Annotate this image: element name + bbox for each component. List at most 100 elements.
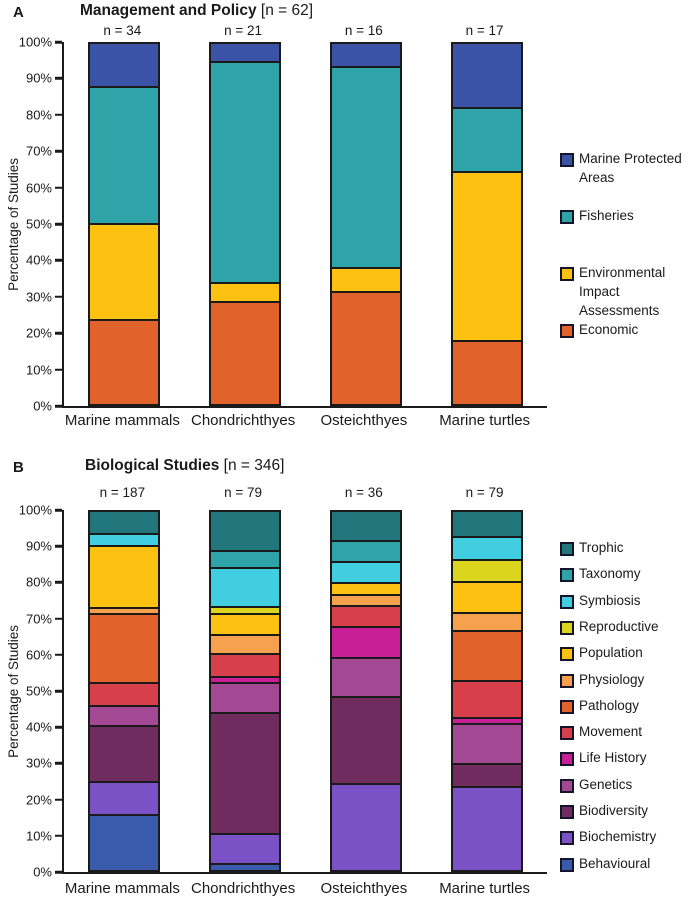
y-tick-mark — [54, 77, 62, 80]
bar-segment-life-history — [452, 716, 521, 723]
bar-n-label: n = 36 — [344, 485, 383, 500]
bar-segment-behavioural — [90, 813, 159, 871]
legend-swatch — [560, 267, 574, 281]
legend-label: Economic — [579, 322, 639, 337]
bar-segment-movement — [90, 681, 159, 705]
bar-segment-behavioural — [211, 862, 280, 870]
bar-segment-symbiosis — [331, 561, 400, 583]
legend-item-biochemistry: Biochemistry — [560, 828, 656, 847]
legend-swatch — [560, 647, 574, 662]
y-tick-label: 80% — [25, 574, 52, 590]
bar-segment-environmental-impact-assessments — [452, 170, 521, 340]
bar-segment-pathology — [90, 612, 159, 682]
legend-swatch — [560, 210, 574, 224]
legend: Trophic Taxonomy Symbiosis Reproductive Popu… — [560, 539, 700, 889]
y-tick-mark — [54, 295, 62, 299]
y-tick-mark — [54, 653, 62, 657]
bar-segment-life-history — [211, 676, 280, 683]
legend-swatch — [560, 805, 574, 819]
bar-segment-biodiversity — [452, 763, 521, 786]
legend-label: Movement — [579, 724, 643, 740]
stacked-bar-chondrichthyes — [209, 510, 282, 872]
bar-segment-economic — [90, 318, 159, 404]
bar-segment-environmental-impact-assessments — [211, 281, 280, 301]
bar-segment-economic — [452, 339, 521, 404]
legend-item-reproductive: Reproductive — [560, 618, 659, 637]
bar-segment-economic — [331, 291, 400, 404]
legend-label: Fisheries — [579, 208, 634, 223]
bar-segment-population — [90, 544, 159, 607]
bar-segment-biodiversity — [211, 712, 280, 833]
y-tick-mark — [54, 368, 62, 371]
y-tick-mark — [54, 617, 62, 620]
legend-swatch — [560, 726, 574, 741]
bar-segment-marine-protected-areas — [452, 44, 521, 107]
bar-segment-genetics — [452, 722, 521, 764]
bar-segment-biodiversity — [90, 724, 159, 781]
y-tick-mark — [54, 404, 62, 408]
legend-item-pathology: Pathology — [560, 697, 639, 716]
legend-swatch — [560, 620, 574, 635]
bar-segment-symbiosis — [90, 533, 159, 545]
bar-n-label: n = 79 — [465, 485, 504, 500]
stacked-bar-marine-turtles — [450, 510, 523, 872]
stacked-bar-chondrichthyes — [209, 42, 282, 406]
bar-segment-physiology — [452, 612, 521, 630]
y-tick-label: 90% — [25, 538, 52, 554]
y-tick-label: 0% — [33, 864, 52, 880]
legend-swatch — [560, 752, 574, 767]
bar-segment-biochemistry — [211, 832, 280, 863]
bar-segment-reproductive — [452, 558, 521, 581]
legend-label: Population — [579, 645, 643, 661]
bar-segment-biochemistry — [90, 780, 159, 814]
y-tick-label: 40% — [25, 252, 52, 268]
panel-title-text: Biological Studies — [85, 457, 220, 474]
bar-slot — [64, 510, 185, 872]
bar-segment-population — [452, 580, 521, 613]
bars-container — [64, 42, 547, 406]
x-axis-category-labels: Marine mammals Chondrichthyes Osteichthyes… — [62, 412, 545, 429]
bar-segment-pathology — [452, 629, 521, 681]
bar-segment-population — [331, 582, 400, 594]
x-category-label: Marine turtles — [439, 412, 531, 429]
legend-item-trophic: Trophic — [560, 539, 624, 558]
y-tick-label: 50% — [25, 216, 52, 232]
bar-segment-biochemistry — [452, 785, 521, 870]
bar-segment-life-history — [331, 626, 400, 657]
y-tick-mark — [54, 870, 62, 874]
y-tick-label: 90% — [25, 70, 52, 86]
y-tick-label: 20% — [25, 792, 52, 808]
y-tick-label: 40% — [25, 719, 52, 735]
y-tick-mark — [54, 149, 62, 153]
y-tick-label: 60% — [25, 180, 52, 196]
legend-item-physiology: Physiology — [560, 671, 644, 690]
bar-slot — [64, 42, 185, 406]
legend-item-biodiversity: Biodiversity — [560, 802, 648, 821]
stacked-bar-marine-mammals — [88, 42, 161, 406]
bar-n-labels-row: n = 187 n = 79 n = 36 n = 79 — [62, 485, 545, 500]
y-tick-label: 100% — [18, 34, 52, 50]
x-category-label: Osteichthyes — [320, 880, 408, 897]
bar-segment-trophic — [211, 512, 280, 551]
bar-segment-population — [211, 612, 280, 634]
bar-segment-movement — [452, 680, 521, 717]
legend-label: Trophic — [579, 540, 624, 555]
x-category-label: Osteichthyes — [320, 412, 408, 429]
y-tick-label: 30% — [25, 289, 52, 305]
legend-label: Marine Protected Areas — [579, 151, 682, 185]
legend-item-behavioural: Behavioural — [560, 855, 650, 874]
bar-segment-economic — [211, 300, 280, 404]
legend-label: Biochemistry — [579, 829, 657, 845]
bar-segment-marine-protected-areas — [211, 44, 280, 61]
legend-swatch — [560, 153, 574, 167]
y-tick-mark — [54, 113, 62, 117]
y-tick-label: 30% — [25, 755, 52, 771]
bar-slot — [426, 42, 547, 406]
y-tick-mark — [54, 508, 62, 512]
panel-letter: A — [13, 4, 24, 21]
legend-swatch — [560, 542, 574, 556]
bar-segment-fisheries — [211, 60, 280, 282]
legend-label: Genetics — [579, 776, 633, 792]
y-tick-label: 60% — [25, 647, 52, 663]
legend-label: Behavioural — [579, 855, 651, 871]
